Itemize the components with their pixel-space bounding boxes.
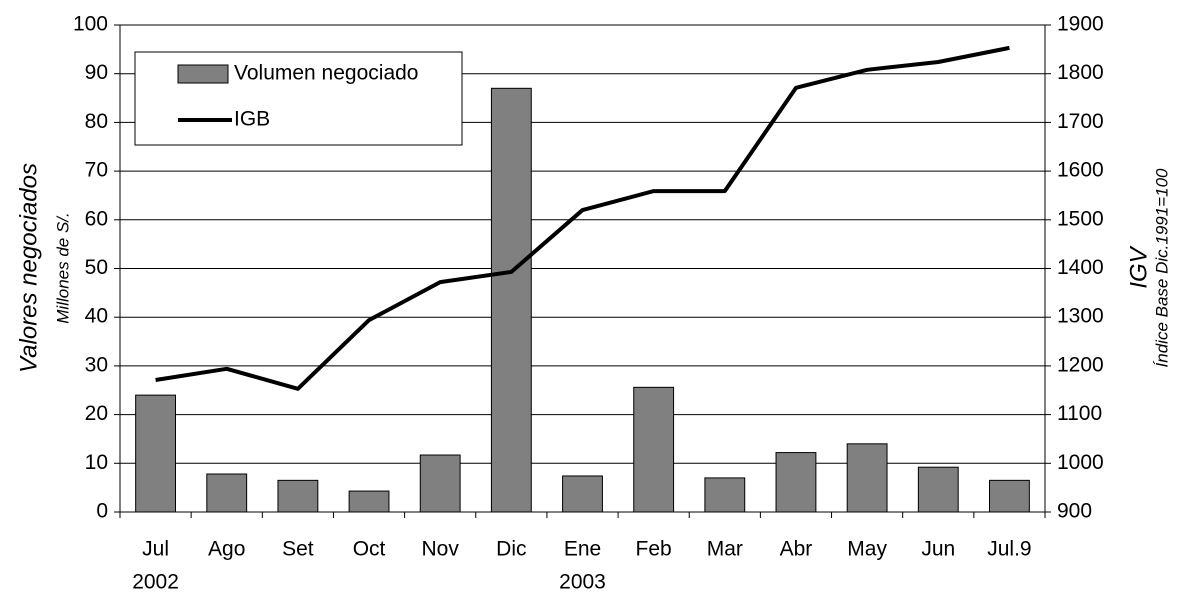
y-tick-label: 60: [85, 207, 108, 230]
x-tick-label: Jul: [142, 538, 169, 561]
x-tick-label: Dic: [496, 538, 526, 561]
x-tick-label: Set: [282, 538, 314, 561]
bar: [704, 477, 746, 513]
legend-label: IGB: [234, 108, 270, 131]
y2-tick-label: 1100: [1057, 402, 1102, 425]
bar: [490, 87, 532, 513]
bar: [419, 454, 461, 513]
y2-tick-label: 1600: [1057, 159, 1104, 182]
x-tick-label: Nov: [422, 538, 460, 561]
y-tick-label: 10: [85, 451, 108, 474]
x-tick-label: Abr: [780, 538, 813, 561]
y2-axis-subtitle: Índice Base Dic.1991=100: [1152, 168, 1171, 367]
x-tick-label: Ago: [208, 538, 245, 561]
y-tick-label: 90: [85, 61, 108, 84]
x-tick-label: May: [847, 538, 887, 561]
y2-tick-label: 900: [1057, 500, 1092, 523]
y2-tick-label: 1500: [1057, 207, 1104, 230]
y2-tick-label: 1300: [1057, 305, 1104, 328]
y-tick-label: 70: [85, 159, 108, 182]
y2-axis-title: IGV: [1125, 245, 1152, 288]
y2-tick-label: 1200: [1057, 353, 1104, 376]
y-tick-label: 0: [96, 500, 108, 523]
y-tick-label: 80: [85, 110, 108, 133]
bar: [633, 386, 675, 513]
y2-tick-label: 1800: [1057, 61, 1104, 84]
bar: [277, 479, 319, 513]
y2-tick-label: 1000: [1057, 451, 1104, 474]
x-tick-label: Feb: [636, 538, 672, 561]
legend-label: Volumen negociado: [234, 62, 418, 85]
line: [155, 45, 1010, 391]
legend-swatch: [177, 64, 229, 84]
bar: [917, 466, 959, 513]
x-year-label: 2003: [559, 571, 606, 594]
bar: [206, 473, 248, 513]
x-tick-label: Mar: [707, 538, 743, 561]
bar: [846, 443, 888, 513]
bar: [135, 394, 176, 513]
y-tick-label: 50: [85, 256, 108, 279]
y2-tick-label: 1900: [1057, 13, 1104, 36]
y2-tick-label: 1400: [1057, 256, 1104, 279]
x-tick-label: Jul.9: [987, 538, 1031, 561]
x-tick-label: Ene: [564, 538, 601, 561]
y-tick-label: 20: [85, 402, 108, 425]
bar: [348, 490, 390, 513]
y-axis-title: Valores negociados: [15, 163, 42, 373]
y2-tick-label: 1700: [1057, 110, 1104, 133]
bar: [989, 479, 1030, 513]
x-tick-label: Oct: [353, 538, 386, 561]
y-tick-label: 40: [85, 305, 108, 328]
bar: [775, 452, 817, 513]
bar: [562, 475, 603, 513]
x-tick-label: Jun: [921, 538, 955, 561]
x-year-label: 2002: [132, 571, 179, 594]
y-tick-label: 100: [73, 13, 108, 36]
y-tick-label: 30: [85, 353, 108, 376]
y-axis-subtitle: Millones de S/.: [53, 212, 72, 324]
